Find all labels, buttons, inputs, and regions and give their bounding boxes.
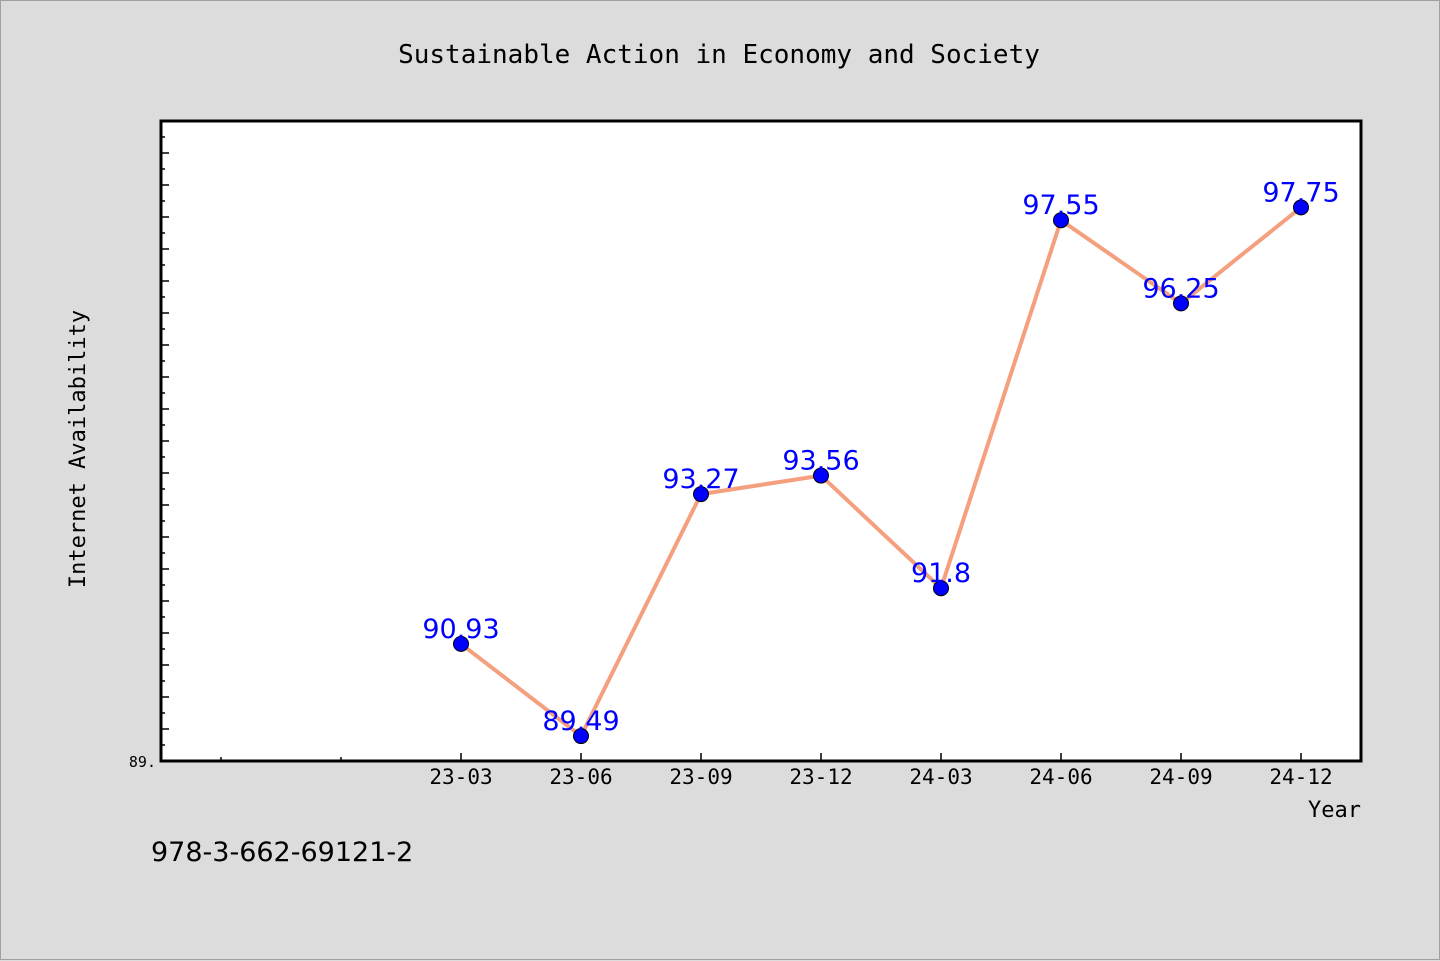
x-axis-label: Year	[1308, 798, 1361, 823]
data-point	[1053, 212, 1069, 229]
data-point	[813, 467, 829, 484]
x-tick-label: 24-09	[1149, 765, 1212, 789]
x-tick-labels: 23-03 23-06 23-09 23-12 24-03 24-06 24-09 24-12	[429, 765, 1332, 789]
x-tick-label: 24-06	[1029, 765, 1092, 789]
y-axis-ticks	[161, 136, 169, 746]
data-point	[573, 728, 589, 745]
y-axis-label: Internet Availability	[66, 310, 91, 588]
data-label: 91.8	[911, 558, 971, 589]
data-point	[453, 635, 469, 652]
data-label: 97.75	[1262, 177, 1339, 208]
x-tick-label: 23-06	[549, 765, 612, 789]
data-point	[933, 580, 949, 597]
data-point	[693, 486, 709, 503]
x-tick-label: 23-09	[669, 765, 732, 789]
plot-area	[159, 119, 1363, 763]
data-label: 93.56	[782, 446, 859, 477]
data-label: 93.27	[662, 464, 739, 495]
chart-title: Sustainable Action in Economy and Societ…	[398, 40, 1040, 70]
x-tick-label: 24-03	[909, 765, 972, 789]
data-point	[1173, 295, 1189, 312]
data-point	[1293, 199, 1309, 216]
x-tick-label: 23-12	[789, 765, 852, 789]
data-label: 89.49	[542, 706, 619, 737]
x-axis-ticks	[220, 753, 1302, 761]
data-label: 97.55	[1022, 190, 1099, 221]
isbn-text: 978-3-662-69121-2	[151, 837, 414, 868]
data-label: 96.25	[1142, 273, 1219, 304]
series-line	[459, 205, 1303, 738]
data-label: 90.93	[422, 614, 499, 645]
series-group: 90.93 89.49 93.27 93.56 91.8 97.55 96.25 97.75	[422, 177, 1340, 745]
x-tick-label: 23-03	[429, 765, 492, 789]
x-tick-label: 24-12	[1269, 765, 1332, 789]
y-tick-label: 89.	[129, 753, 156, 771]
